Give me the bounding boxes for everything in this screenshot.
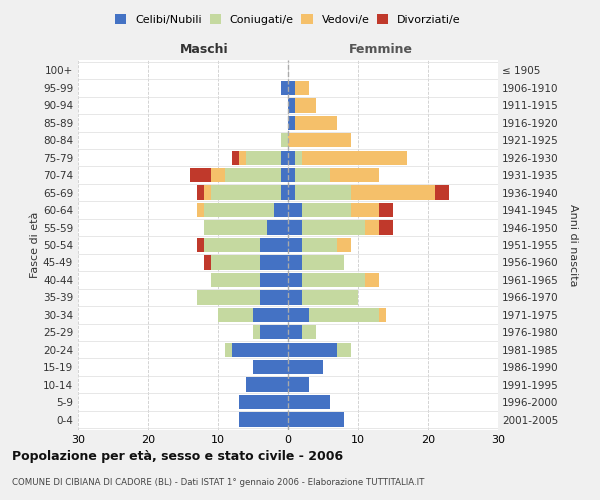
- Bar: [211, 168, 225, 182]
- Bar: [379, 308, 386, 322]
- Bar: [288, 412, 344, 426]
- Bar: [204, 256, 211, 270]
- Bar: [365, 220, 379, 234]
- Bar: [260, 325, 288, 340]
- Bar: [288, 220, 302, 234]
- Bar: [351, 186, 435, 200]
- Bar: [288, 290, 302, 304]
- Bar: [190, 168, 211, 182]
- Bar: [295, 81, 309, 95]
- Bar: [239, 150, 246, 165]
- Bar: [288, 360, 323, 374]
- Bar: [302, 290, 358, 304]
- Bar: [435, 186, 449, 200]
- Bar: [253, 325, 260, 340]
- Bar: [351, 203, 379, 217]
- Bar: [288, 98, 295, 112]
- Y-axis label: Fasce di età: Fasce di età: [30, 212, 40, 278]
- Text: COMUNE DI CIBIANA DI CADORE (BL) - Dati ISTAT 1° gennaio 2006 - Elaborazione TUT: COMUNE DI CIBIANA DI CADORE (BL) - Dati …: [12, 478, 424, 487]
- Text: Popolazione per età, sesso e stato civile - 2006: Popolazione per età, sesso e stato civil…: [12, 450, 343, 463]
- Bar: [281, 133, 288, 148]
- Bar: [232, 150, 239, 165]
- Bar: [274, 203, 288, 217]
- Bar: [281, 150, 288, 165]
- Bar: [260, 273, 288, 287]
- Bar: [288, 133, 351, 148]
- Bar: [288, 238, 302, 252]
- Bar: [197, 203, 204, 217]
- Bar: [288, 116, 295, 130]
- Bar: [246, 378, 288, 392]
- Bar: [288, 168, 295, 182]
- Bar: [295, 150, 302, 165]
- Bar: [288, 395, 330, 409]
- Bar: [288, 273, 302, 287]
- Bar: [288, 203, 302, 217]
- Bar: [295, 168, 330, 182]
- Bar: [204, 203, 274, 217]
- Bar: [330, 168, 379, 182]
- Bar: [302, 273, 365, 287]
- Bar: [197, 238, 204, 252]
- Bar: [302, 220, 365, 234]
- Bar: [239, 395, 288, 409]
- Bar: [288, 308, 309, 322]
- Bar: [253, 360, 288, 374]
- Bar: [204, 220, 267, 234]
- Bar: [260, 290, 288, 304]
- Y-axis label: Anni di nascita: Anni di nascita: [568, 204, 578, 286]
- Bar: [218, 308, 253, 322]
- Bar: [288, 342, 337, 357]
- Bar: [225, 168, 281, 182]
- Bar: [288, 150, 295, 165]
- Bar: [211, 186, 281, 200]
- Bar: [204, 238, 260, 252]
- Bar: [239, 412, 288, 426]
- Bar: [337, 342, 351, 357]
- Bar: [302, 238, 337, 252]
- Text: Maschi: Maschi: [179, 44, 229, 57]
- Bar: [288, 256, 302, 270]
- Bar: [288, 186, 295, 200]
- Bar: [232, 342, 288, 357]
- Bar: [309, 308, 379, 322]
- Bar: [253, 308, 288, 322]
- Bar: [246, 150, 281, 165]
- Bar: [288, 378, 309, 392]
- Bar: [281, 186, 288, 200]
- Bar: [260, 256, 288, 270]
- Bar: [204, 186, 211, 200]
- Bar: [288, 325, 302, 340]
- Bar: [211, 256, 260, 270]
- Bar: [211, 273, 260, 287]
- Bar: [302, 256, 344, 270]
- Bar: [302, 150, 407, 165]
- Bar: [295, 186, 351, 200]
- Bar: [302, 203, 351, 217]
- Bar: [197, 186, 204, 200]
- Bar: [302, 325, 316, 340]
- Bar: [288, 81, 295, 95]
- Bar: [281, 81, 288, 95]
- Bar: [295, 116, 337, 130]
- Bar: [365, 273, 379, 287]
- Bar: [379, 203, 393, 217]
- Bar: [337, 238, 351, 252]
- Text: Femmine: Femmine: [349, 44, 412, 57]
- Bar: [225, 342, 232, 357]
- Bar: [197, 290, 260, 304]
- Bar: [260, 238, 288, 252]
- Bar: [281, 168, 288, 182]
- Bar: [267, 220, 288, 234]
- Legend: Celibi/Nubili, Coniugati/e, Vedovi/e, Divorziati/e: Celibi/Nubili, Coniugati/e, Vedovi/e, Di…: [115, 14, 461, 25]
- Bar: [295, 98, 316, 112]
- Bar: [379, 220, 393, 234]
